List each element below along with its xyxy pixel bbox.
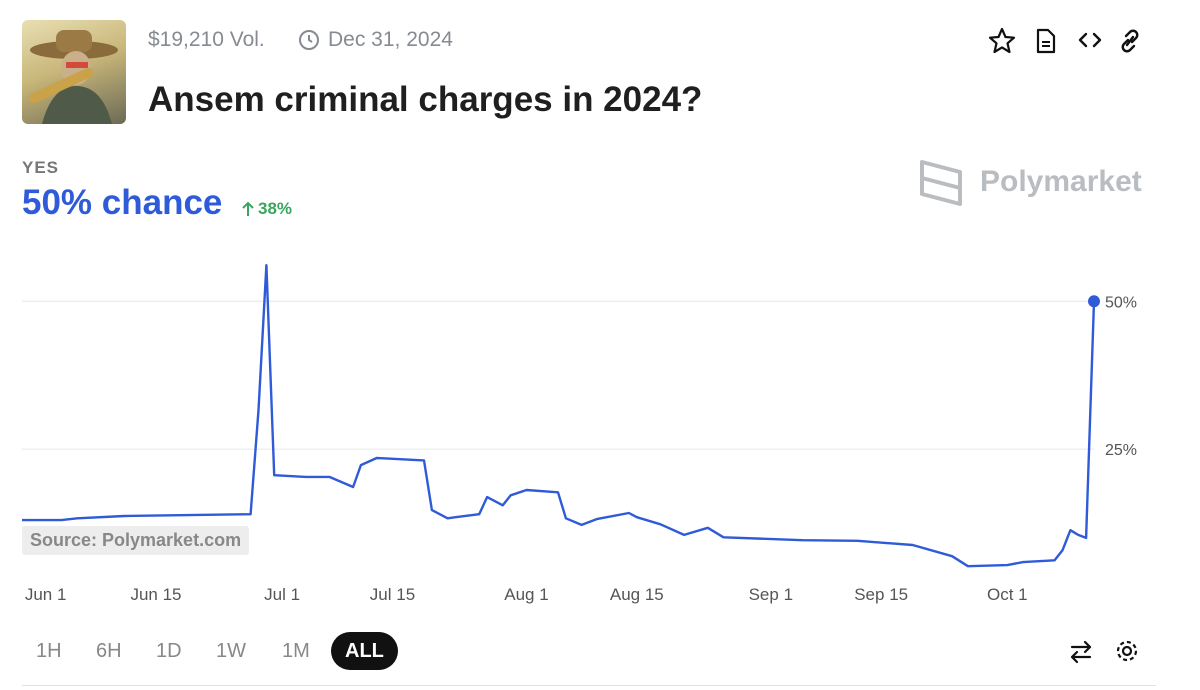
outcome-change: 38%: [258, 199, 293, 218]
star-button[interactable]: [988, 27, 1016, 54]
price-line: [22, 264, 1096, 568]
outcome-chance: 50% chance: [22, 183, 223, 222]
market-image: [22, 20, 126, 124]
range-button[interactable]: 1H: [36, 640, 62, 662]
range-button[interactable]: 1W: [216, 640, 246, 662]
up-arrow: [242, 201, 254, 216]
x-tick-label: Aug 15: [610, 585, 664, 604]
range-button[interactable]: ALL: [331, 632, 398, 670]
volume: $19,210 Vol.: [148, 28, 265, 51]
embed-button[interactable]: [1078, 32, 1102, 48]
x-tick-label: Jun 15: [130, 585, 181, 604]
source-label: Source: Polymarket.com: [22, 526, 250, 555]
x-tick-label: Aug 1: [504, 585, 548, 604]
x-tick-label: Sep 1: [749, 585, 793, 604]
x-tick-label: Sep 15: [854, 585, 908, 604]
y-tick-label: 50%: [1105, 294, 1137, 311]
market-title: Ansem criminal charges in 2024?: [148, 80, 703, 119]
x-tick-label: Jul 1: [264, 585, 300, 604]
avatar-art: [28, 30, 118, 124]
x-tick-label: Jul 15: [370, 585, 415, 604]
current-point: [1088, 295, 1100, 308]
outcome-label: YES: [22, 158, 60, 177]
end-date: Dec 31, 2024: [328, 28, 453, 51]
link-button[interactable]: [1121, 29, 1139, 53]
settings-button[interactable]: [1116, 640, 1138, 662]
brand-logo: [920, 160, 962, 206]
toolbar: [988, 27, 1139, 54]
x-tick-label: Jun 1: [25, 585, 67, 604]
range-button[interactable]: 1D: [156, 640, 182, 662]
x-tick-label: Oct 1: [987, 585, 1028, 604]
y-tick-label: 25%: [1105, 442, 1137, 459]
range-button[interactable]: 6H: [96, 640, 122, 662]
range-button[interactable]: 1M: [282, 640, 310, 662]
swap-button[interactable]: [1070, 640, 1092, 664]
clock-icon: [299, 30, 319, 50]
chart-controls: [1070, 640, 1138, 664]
doc-button[interactable]: [1036, 28, 1056, 54]
chart: 25% 50% Jun 1 Jun 15 Jul 1 Jul 15 Aug 1 Aug 15 S…: [22, 264, 1137, 604]
divider: [22, 685, 1156, 686]
brand: Polymarket: [980, 165, 1142, 198]
